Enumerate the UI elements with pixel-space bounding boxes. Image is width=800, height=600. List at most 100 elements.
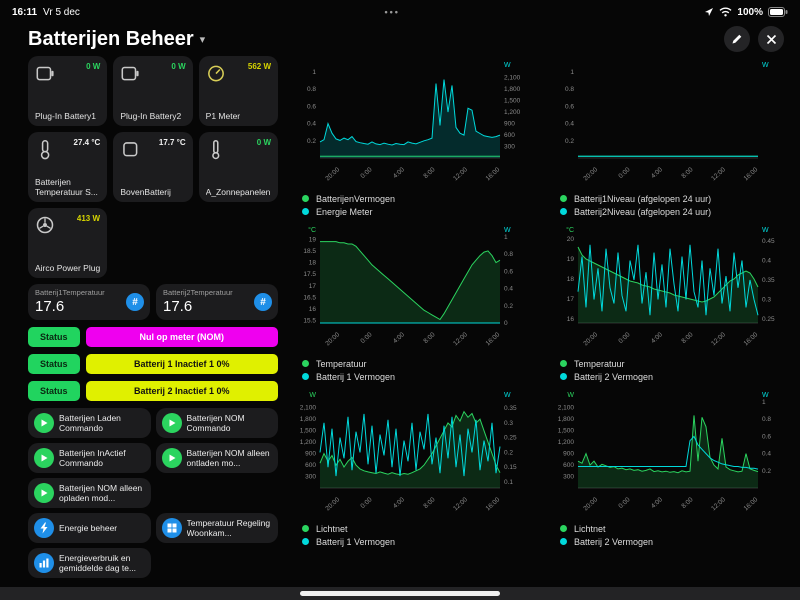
nav-temperatuur-regeling[interactable]: Temperatuur Regeling Woonkam... bbox=[155, 513, 278, 543]
device-card-plug-in-battery2[interactable]: 0 W Plug-In Battery2 bbox=[113, 56, 193, 126]
legend-item[interactable]: Batterij 2 Vermogen bbox=[560, 535, 794, 548]
svg-text:0.2: 0.2 bbox=[504, 303, 513, 310]
sensor-value: 17.6 bbox=[163, 298, 193, 315]
script-nom-alleen-ontladen[interactable]: Batterijen NOM alleen ontladen mo... bbox=[155, 443, 278, 473]
svg-text:W: W bbox=[762, 227, 769, 234]
svg-text:12:00: 12:00 bbox=[452, 496, 469, 512]
chart-lichtnet-batterij2[interactable]: W W 2,100 1,800 1,500 1,200 900 600 300 1 0.8 0.6 0.… bbox=[546, 388, 794, 548]
legend-label: Batterij 2 Vermogen bbox=[574, 536, 654, 547]
nav-energieverbruik[interactable]: Energieverbruik en gemiddelde dag te... bbox=[28, 548, 151, 578]
svg-text:0:00: 0:00 bbox=[617, 166, 631, 180]
device-card-p1-meter[interactable]: 562 W P1 Meter bbox=[198, 56, 278, 126]
script-batterijen-nom[interactable]: Batterijen NOM Commando bbox=[155, 408, 278, 438]
chart-canvas[interactable]: °C W 20 19 18 17 16 0.45 0.4 0.35 0.3 0.25 20:00 0:00… bbox=[546, 223, 794, 357]
script-batterijen-laden[interactable]: Batterijen Laden Commando bbox=[28, 408, 151, 438]
legend-item[interactable]: Batterij1Niveau (afgelopen 24 uur) bbox=[560, 192, 794, 205]
close-button[interactable] bbox=[758, 26, 784, 52]
svg-text:1,800: 1,800 bbox=[504, 86, 521, 93]
svg-text:W: W bbox=[504, 227, 511, 234]
device-value: 0 W bbox=[86, 62, 101, 71]
device-name: A_Zonnepanelen bbox=[205, 186, 271, 197]
fan-icon bbox=[36, 216, 54, 234]
legend-item[interactable]: Batterij 1 Vermogen bbox=[302, 370, 536, 383]
device-value: 17.7 °C bbox=[158, 138, 186, 147]
chart-lichtnet-batterij1[interactable]: W W 2,100 1,800 1,500 1,200 900 600 300 0.35 0.3 0.… bbox=[288, 388, 536, 548]
edit-dashboard-button[interactable] bbox=[724, 26, 750, 52]
legend-item[interactable]: Batterij2Niveau (afgelopen 24 uur) bbox=[560, 205, 794, 218]
chart-canvas[interactable]: W W 2,100 1,800 1,500 1,200 900 600 300 0.35 0.3 0.… bbox=[288, 388, 536, 522]
svg-text:2,100: 2,100 bbox=[558, 405, 575, 412]
status-value: Batterij 1 Inactief 1 0% bbox=[85, 354, 278, 374]
chart-canvas[interactable]: W W 2,100 1,800 1,500 1,200 900 600 300 1 0.8 0.6 0.… bbox=[546, 388, 794, 522]
svg-text:4:00: 4:00 bbox=[392, 166, 406, 180]
page-title[interactable]: Batterijen Beheer bbox=[28, 27, 194, 50]
svg-text:20:00: 20:00 bbox=[582, 496, 599, 512]
svg-text:1,800: 1,800 bbox=[300, 416, 317, 423]
solar-panel-icon bbox=[211, 139, 220, 160]
svg-text:0.35: 0.35 bbox=[504, 405, 517, 412]
svg-text:0.35: 0.35 bbox=[762, 277, 775, 284]
device-card-batterijen-temperatuur[interactable]: 27.4 °C Batterijen Temperatuur S... bbox=[28, 132, 108, 202]
svg-text:16:00: 16:00 bbox=[485, 496, 502, 512]
chart-canvas[interactable]: W 1 0.8 0.6 0.4 0.2 2,100 1,800 1,500 1,200 900 600… bbox=[288, 58, 536, 192]
legend-dot bbox=[560, 360, 567, 367]
svg-text:0.4: 0.4 bbox=[565, 121, 574, 128]
chart-canvas[interactable]: W 1 0.8 0.6 0.4 0.2 20:00 0:00 4:00 8:00 12:00 16:0… bbox=[546, 58, 794, 192]
chart-batterijenvermogen-energiemeter[interactable]: W 1 0.8 0.6 0.4 0.2 2,100 1,800 1,500 1,200 900 600… bbox=[288, 58, 536, 218]
status-label[interactable]: Status bbox=[28, 327, 80, 347]
legend-item[interactable]: Energie Meter bbox=[302, 205, 536, 218]
legend-item[interactable]: Batterij 2 Vermogen bbox=[560, 370, 794, 383]
svg-text:8:00: 8:00 bbox=[422, 496, 436, 510]
status-label[interactable]: Status bbox=[28, 354, 80, 374]
sensor-batterij2-temperatuur[interactable]: Batterij2Temperatuur 17.6 # bbox=[156, 284, 278, 320]
svg-text:W: W bbox=[309, 392, 316, 399]
svg-text:18: 18 bbox=[567, 276, 575, 283]
counter-icon: # bbox=[254, 293, 272, 311]
chart-temperatuur-batterij1[interactable]: °C W 19 18.5 18 17.5 17 16.5 16 15.5 1 0.8 0.6 0.4 0.2… bbox=[288, 223, 536, 383]
device-card-plug-in-battery1[interactable]: 0 W Plug-In Battery1 bbox=[28, 56, 108, 126]
chart-canvas[interactable]: °C W 19 18.5 18 17.5 17 16.5 16 15.5 1 0.8 0.6 0.4 0.2… bbox=[288, 223, 536, 357]
legend-item[interactable]: BatterijenVermogen bbox=[302, 192, 536, 205]
svg-text:0.6: 0.6 bbox=[504, 268, 513, 275]
lightning-icon bbox=[34, 518, 54, 538]
chart-batterij-niveau-24u[interactable]: W 1 0.8 0.6 0.4 0.2 20:00 0:00 4:00 8:00 12:00 16:0… bbox=[546, 58, 794, 218]
svg-text:12:00: 12:00 bbox=[710, 496, 727, 512]
play-icon bbox=[34, 483, 54, 503]
legend-label: Batterij 2 Vermogen bbox=[574, 371, 654, 382]
nav-label: Temperatuur Regeling Woonkam... bbox=[186, 517, 271, 538]
legend-item[interactable]: Temperatuur bbox=[560, 357, 794, 370]
svg-text:20:00: 20:00 bbox=[582, 166, 599, 182]
close-icon bbox=[766, 34, 776, 44]
home-indicator[interactable] bbox=[300, 591, 500, 596]
legend-item[interactable]: Lichtnet bbox=[302, 522, 536, 535]
svg-text:8:00: 8:00 bbox=[680, 166, 694, 180]
svg-text:8:00: 8:00 bbox=[680, 496, 694, 510]
chart-legend: Lichtnet Batterij 1 Vermogen bbox=[288, 522, 536, 548]
legend-item[interactable]: Lichtnet bbox=[560, 522, 794, 535]
svg-text:600: 600 bbox=[563, 462, 574, 469]
svg-text:4:00: 4:00 bbox=[392, 331, 406, 345]
script-batterijen-inactief[interactable]: Batterijen InActief Commando bbox=[28, 443, 151, 473]
status-label[interactable]: Status bbox=[28, 381, 80, 401]
svg-text:16: 16 bbox=[309, 306, 317, 313]
sensor-batterij1-temperatuur[interactable]: Batterij1Temperatuur 17.6 # bbox=[28, 284, 150, 320]
chart-legend: Lichtnet Batterij 2 Vermogen bbox=[546, 522, 794, 548]
device-card-airco-power-plug[interactable]: 413 W Airco Power Plug bbox=[28, 208, 107, 278]
device-card-zonnepanelen[interactable]: 0 W A_Zonnepanelen bbox=[198, 132, 278, 202]
svg-text:0.2: 0.2 bbox=[565, 138, 574, 145]
chevron-down-icon[interactable]: ▾ bbox=[199, 33, 206, 46]
legend-item[interactable]: Temperatuur bbox=[302, 357, 536, 370]
legend-label: Batterij 1 Vermogen bbox=[316, 536, 396, 547]
script-nom-alleen-opladen[interactable]: Batterijen NOM alleen opladen mod... bbox=[28, 478, 151, 508]
device-card-bovenbatterij[interactable]: 17.7 °C BovenBatterij bbox=[113, 132, 193, 202]
svg-text:8:00: 8:00 bbox=[422, 331, 436, 345]
svg-text:16:00: 16:00 bbox=[485, 331, 502, 347]
svg-text:20:00: 20:00 bbox=[324, 496, 341, 512]
multitask-dots-icon: ••• bbox=[384, 7, 400, 17]
nav-energie-beheer[interactable]: Energie beheer bbox=[28, 513, 151, 543]
chart-temperatuur-batterij2[interactable]: °C W 20 19 18 17 16 0.45 0.4 0.35 0.3 0.25 20:00 0:00… bbox=[546, 223, 794, 383]
svg-text:0.25: 0.25 bbox=[762, 316, 775, 323]
svg-text:17: 17 bbox=[567, 296, 575, 303]
legend-item[interactable]: Batterij 1 Vermogen bbox=[302, 535, 536, 548]
status-row-batterij2: Status Batterij 2 Inactief 1 0% bbox=[28, 381, 278, 401]
